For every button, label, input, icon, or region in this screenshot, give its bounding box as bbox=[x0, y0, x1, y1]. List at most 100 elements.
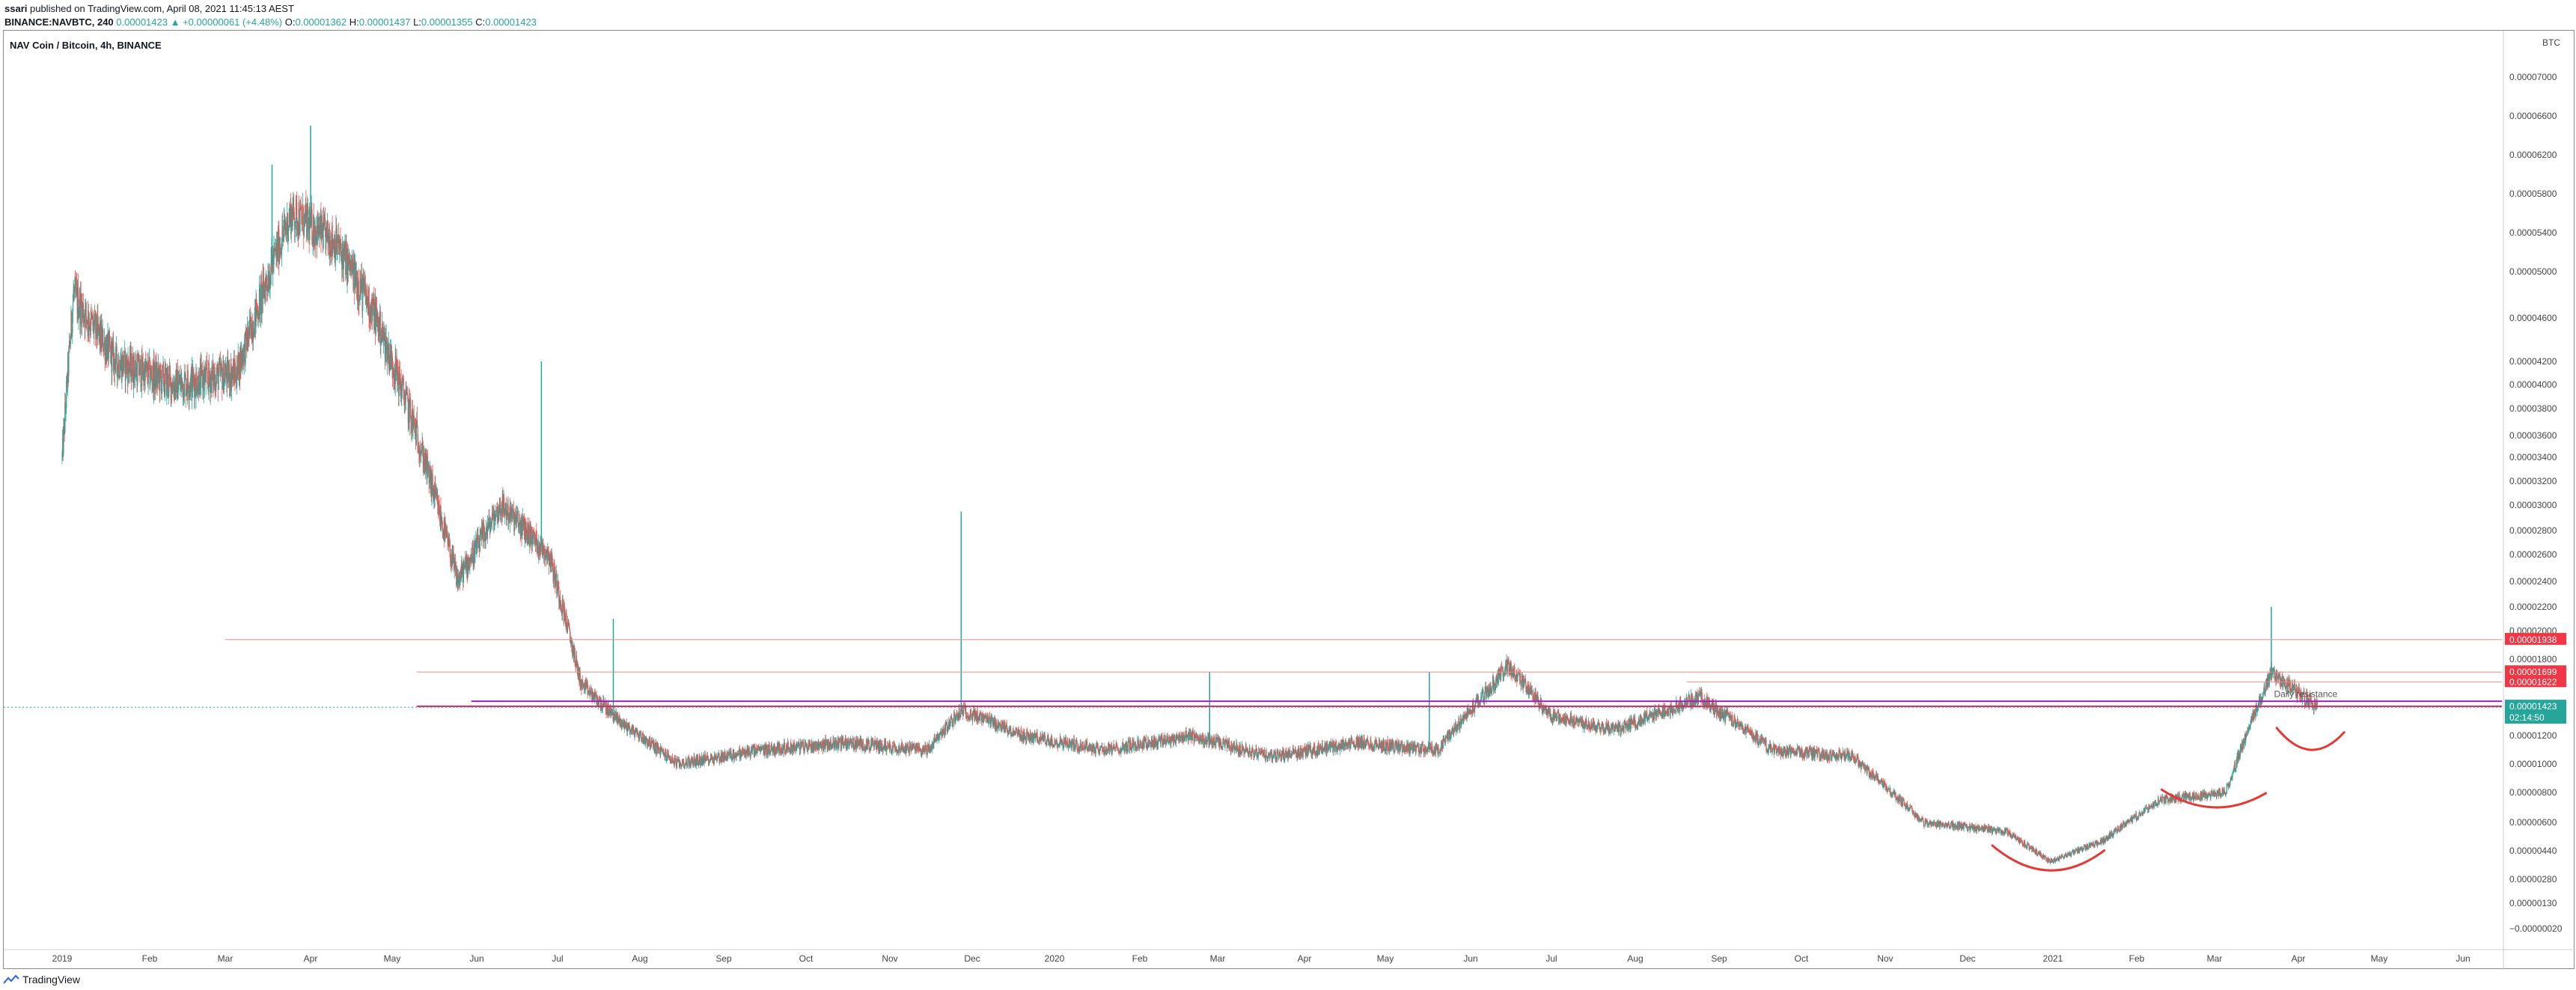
x-tick-label: Jun bbox=[1463, 953, 1477, 964]
candle-body bbox=[1090, 745, 1092, 748]
candle-body bbox=[171, 383, 173, 394]
candle-body bbox=[644, 737, 646, 741]
x-tick-label: 2019 bbox=[52, 953, 73, 964]
candle-body bbox=[1145, 737, 1147, 746]
candle-body bbox=[626, 730, 629, 733]
candle-body bbox=[641, 740, 643, 742]
candle-body bbox=[272, 254, 274, 273]
candle-body bbox=[866, 739, 867, 748]
candle-body bbox=[1081, 742, 1084, 748]
candle-body bbox=[808, 743, 809, 749]
candle-body bbox=[1005, 727, 1007, 730]
publisher-line: ssari published on TradingView.com, Apri… bbox=[4, 3, 294, 14]
currency-label: BTC bbox=[2542, 37, 2560, 48]
candle-body bbox=[876, 744, 878, 748]
candle-body bbox=[629, 730, 631, 734]
candle-body bbox=[455, 565, 457, 568]
candle-body bbox=[339, 239, 341, 248]
candle-body bbox=[649, 736, 650, 745]
candle-body bbox=[711, 757, 712, 760]
candle-body bbox=[833, 738, 834, 742]
candle-body bbox=[1075, 739, 1078, 741]
candle-body bbox=[260, 282, 261, 315]
candle-body bbox=[296, 221, 298, 230]
price-chart[interactable]: NAV Coin / Bitcoin, 4h, BINANCE BTC0.0000… bbox=[4, 31, 2575, 970]
candle-body bbox=[542, 544, 543, 556]
candle-body bbox=[384, 331, 385, 333]
y-tick-label: 0.00004600 bbox=[2509, 313, 2557, 323]
candle-body bbox=[677, 759, 679, 761]
candle-body bbox=[445, 526, 447, 534]
candle-body bbox=[1095, 748, 1096, 754]
candle-body bbox=[868, 740, 870, 743]
candle-body bbox=[698, 763, 700, 766]
candle-body bbox=[1124, 745, 1126, 748]
candle-body bbox=[183, 374, 185, 397]
candle-body bbox=[159, 364, 162, 371]
candle-body bbox=[365, 295, 367, 304]
candle-body bbox=[391, 353, 393, 368]
candle-body bbox=[352, 266, 354, 290]
candle-body bbox=[67, 357, 69, 376]
candle-body bbox=[728, 751, 730, 755]
candle-body bbox=[951, 718, 953, 724]
candle-body bbox=[627, 724, 629, 731]
candle-body bbox=[412, 417, 414, 428]
candle-body bbox=[258, 290, 260, 320]
candle-body bbox=[571, 638, 573, 653]
candle-body bbox=[254, 312, 255, 337]
candle-body bbox=[640, 730, 641, 733]
candle-body bbox=[983, 714, 985, 719]
candle-body bbox=[68, 341, 70, 349]
candle-body bbox=[552, 561, 554, 569]
candle-body bbox=[621, 719, 623, 727]
chart-panel[interactable]: NAV Coin / Bitcoin, 4h, BINANCE BTC 0.0000… bbox=[3, 30, 2575, 970]
candle-body bbox=[316, 225, 317, 236]
candle-body bbox=[326, 221, 328, 233]
candle-body bbox=[286, 225, 287, 230]
candle-body bbox=[689, 761, 690, 766]
candle-body bbox=[728, 751, 730, 754]
candle-body bbox=[632, 725, 634, 735]
candle-body bbox=[436, 492, 438, 501]
candle-body bbox=[317, 217, 319, 234]
candle-body bbox=[177, 381, 180, 391]
candle-body bbox=[712, 757, 714, 763]
candle-body bbox=[582, 680, 583, 682]
candle-body bbox=[195, 388, 197, 397]
candle-body bbox=[872, 739, 873, 746]
candle-body bbox=[1110, 746, 1111, 749]
candle-body bbox=[88, 311, 89, 330]
candle-body bbox=[1081, 742, 1083, 750]
candle-body bbox=[1136, 748, 1138, 750]
candle-body bbox=[434, 489, 436, 500]
candle-body bbox=[507, 504, 509, 522]
candle-body bbox=[543, 546, 545, 550]
candle-body bbox=[989, 715, 990, 720]
candle-body bbox=[1008, 729, 1010, 735]
candle-body bbox=[465, 557, 466, 568]
candle-body bbox=[727, 756, 729, 760]
candle-body bbox=[80, 293, 82, 304]
candle-body bbox=[749, 754, 751, 756]
candle-body bbox=[403, 400, 406, 412]
candle-body bbox=[142, 362, 144, 379]
candle-body bbox=[486, 524, 489, 539]
candle-body bbox=[1109, 746, 1111, 748]
candle-body bbox=[587, 683, 588, 696]
candle-body bbox=[536, 531, 537, 539]
candle-body bbox=[321, 216, 323, 241]
candle-body bbox=[141, 355, 143, 387]
x-tick-label: Jun bbox=[469, 953, 483, 964]
candle-body bbox=[388, 355, 391, 370]
candle-body bbox=[1003, 722, 1004, 729]
publisher-name[interactable]: ssari bbox=[4, 3, 28, 14]
candle-body bbox=[439, 505, 440, 517]
candle-body bbox=[650, 742, 652, 748]
candle-body bbox=[348, 255, 350, 265]
candle-body bbox=[320, 216, 322, 227]
y-tick-label: 0.00002600 bbox=[2509, 549, 2557, 560]
candle-body bbox=[180, 381, 182, 389]
candle-body bbox=[323, 216, 325, 227]
candle-body bbox=[909, 742, 910, 754]
